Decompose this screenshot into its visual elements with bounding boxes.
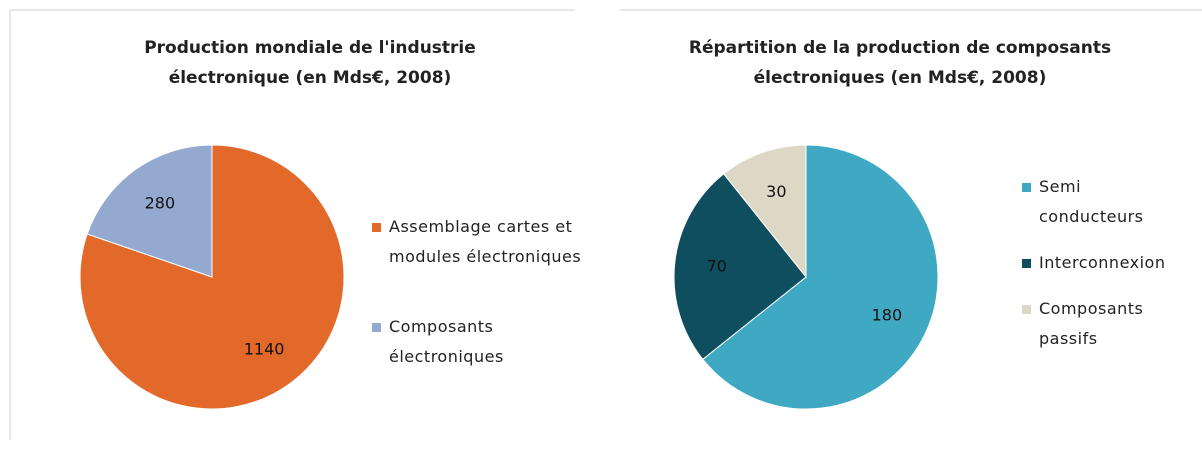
legend-item: Semi conducteurs <box>1022 172 1182 232</box>
legend-label: Composants électroniques <box>389 317 504 366</box>
legend-swatch <box>1022 183 1031 192</box>
legend-swatch <box>1022 259 1031 268</box>
legend-label: Composants passifs <box>1039 299 1144 348</box>
legend-item: Assemblage cartes et modules électroniqu… <box>372 212 602 272</box>
legend: Semi conducteurs Interconnexion Composants… <box>1022 172 1182 370</box>
legend-item: Interconnexion <box>1022 248 1182 278</box>
pie-slice <box>673 173 807 361</box>
chart-title: Production mondiale de l'industrie élect… <box>144 38 476 88</box>
legend-swatch <box>372 223 381 232</box>
legend-label: Assemblage cartes et modules électroniqu… <box>389 217 582 266</box>
pie-slice <box>86 144 213 278</box>
legend-item: Composants électroniques <box>372 312 602 372</box>
chart-title: Répartition de la production de composan… <box>688 38 1112 88</box>
data-label: 180 <box>872 305 903 324</box>
legend-label: Semi conducteurs <box>1039 177 1144 226</box>
legend-swatch <box>372 323 381 332</box>
legend-swatch <box>1022 305 1031 314</box>
pie-slice <box>702 144 939 410</box>
legend-label: Interconnexion <box>1039 253 1166 272</box>
data-label: 30 <box>766 182 786 201</box>
legend: Assemblage cartes et modules électroniqu… <box>372 212 602 412</box>
data-label: 1140 <box>244 340 285 359</box>
pie-slice <box>722 144 807 279</box>
data-label: 70 <box>707 256 727 275</box>
legend-item: Composants passifs <box>1022 294 1182 354</box>
data-label: 280 <box>145 193 176 212</box>
